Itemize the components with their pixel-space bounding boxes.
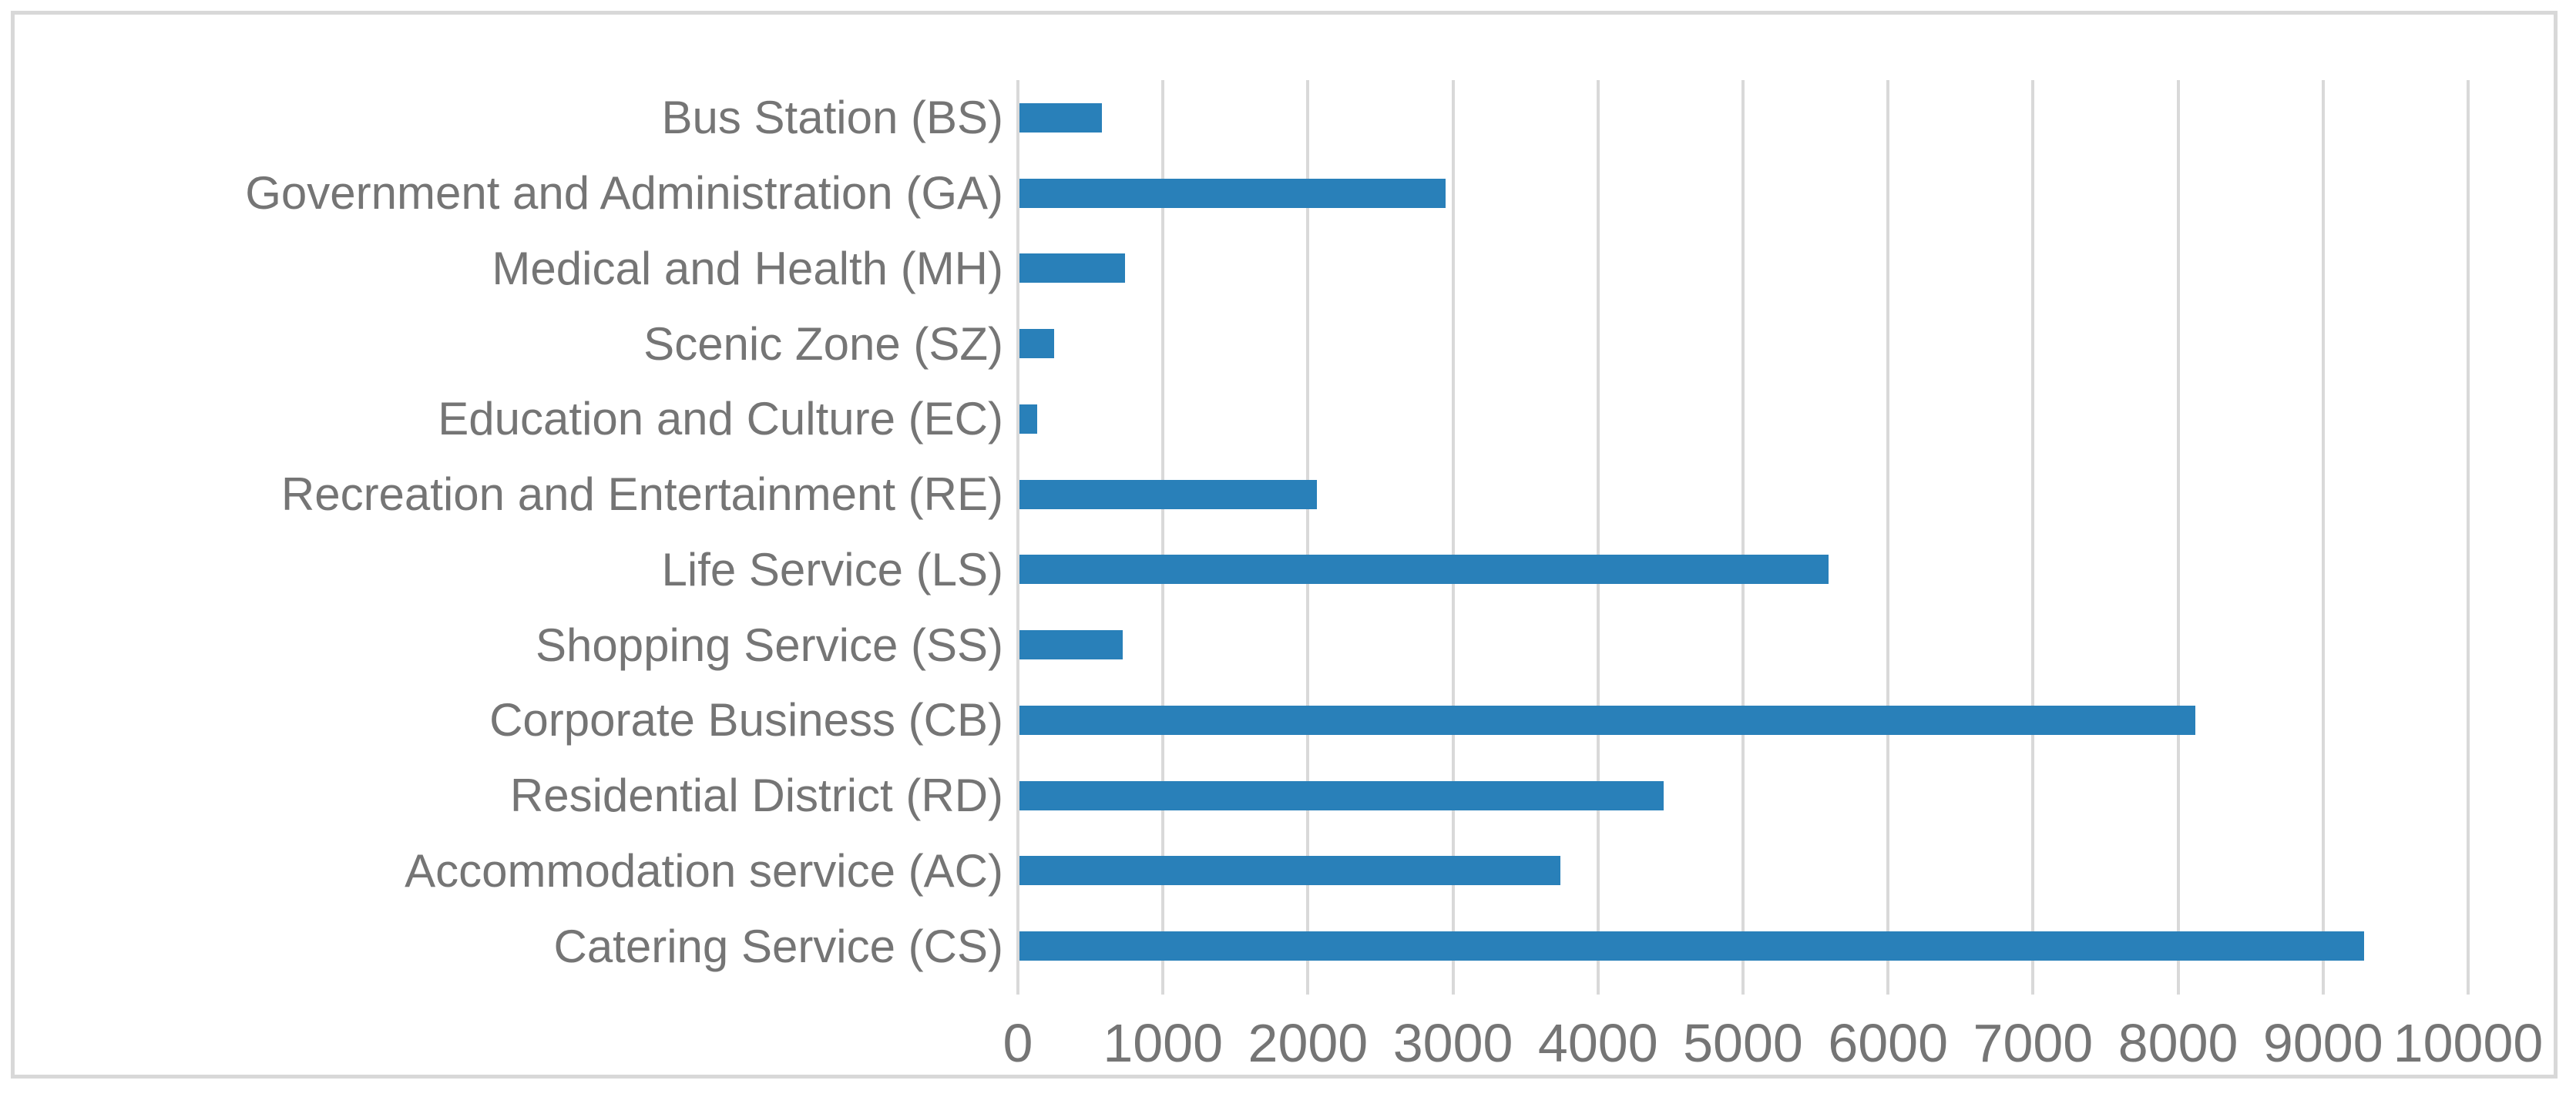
category-label: Scenic Zone (SZ)	[643, 317, 1003, 370]
zero-axis-line	[1016, 80, 1019, 995]
category-label: Medical and Health (MH)	[492, 242, 1003, 294]
gridline	[2321, 80, 2325, 995]
category-label: Life Service (LS)	[661, 543, 1004, 595]
category-label: Accommodation service (AC)	[405, 844, 1003, 897]
x-tick-label: 7000	[1973, 1013, 2094, 1073]
gridline	[2031, 80, 2035, 995]
bar	[1019, 931, 2364, 961]
category-label: Bus Station (BS)	[661, 92, 1003, 144]
category-label: Education and Culture (EC)	[438, 393, 1003, 445]
plot-area	[1016, 80, 2470, 995]
x-tick-label: 1000	[1103, 1013, 1224, 1073]
gridline	[1886, 80, 1890, 995]
category-label: Residential District (RD)	[509, 770, 1003, 822]
category-label: Catering Service (CS)	[553, 920, 1003, 972]
x-tick-label: 6000	[1828, 1013, 1949, 1073]
x-tick-label: 0	[1003, 1013, 1033, 1073]
bar	[1019, 705, 2196, 735]
category-label: Shopping Service (SS)	[536, 619, 1003, 671]
bar	[1019, 329, 1055, 359]
gridline	[2467, 80, 2470, 995]
x-tick-label: 3000	[1392, 1013, 1513, 1073]
category-axis: Bus Station (BS) Government and Administr…	[15, 80, 1003, 984]
bar	[1019, 102, 1103, 133]
x-tick-label: 5000	[1683, 1013, 1803, 1073]
figure-frame: Bus Station (BS) Government and Administr…	[11, 11, 2558, 1079]
x-tick-label: 9000	[2262, 1013, 2383, 1073]
bar	[1019, 479, 1317, 509]
bar	[1019, 630, 1123, 660]
bar	[1019, 178, 1446, 208]
bar	[1019, 780, 1664, 810]
bar	[1019, 253, 1126, 283]
gridline	[1596, 80, 1600, 995]
bar	[1019, 856, 1560, 886]
x-tick-label: 10000	[2393, 1013, 2544, 1073]
gridline	[1306, 80, 1310, 995]
bar	[1019, 555, 1829, 585]
bar	[1019, 404, 1037, 434]
category-label: Corporate Business (CB)	[489, 694, 1003, 746]
value-axis: 0 1000 2000 3000 4000 5000 6000 7000 8000 9000 100…	[15, 1012, 2576, 1082]
gridline	[1451, 80, 1455, 995]
gridline	[1161, 80, 1165, 995]
gridline	[1741, 80, 1745, 995]
x-tick-label: 2000	[1248, 1013, 1369, 1073]
x-tick-label: 8000	[2118, 1013, 2238, 1073]
x-tick-label: 4000	[1537, 1013, 1658, 1073]
gridline	[2176, 80, 2180, 995]
category-label: Recreation and Entertainment (RE)	[280, 468, 1003, 521]
category-label: Government and Administration (GA)	[245, 167, 1003, 220]
